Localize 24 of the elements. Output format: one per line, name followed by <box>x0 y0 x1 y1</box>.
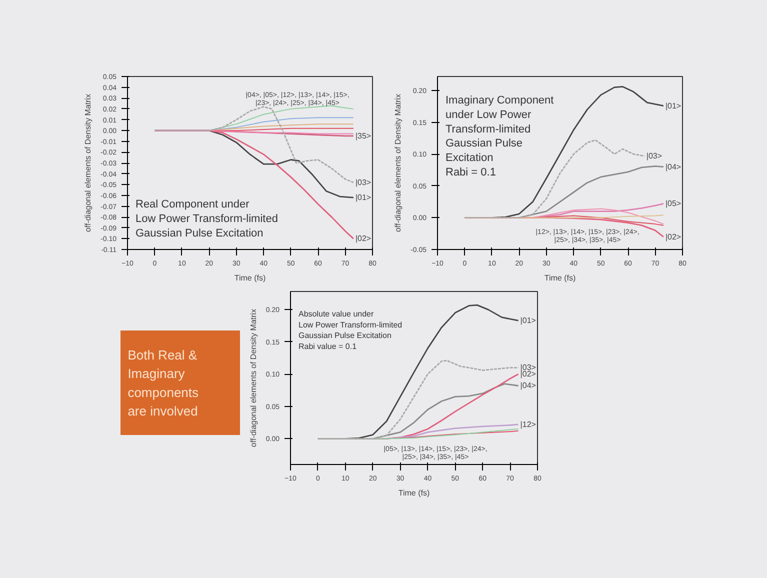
y-axis-title: off-diagonal elements of Density Matrix <box>84 94 93 232</box>
text: Both Real & Imaginary components are involved <box>128 347 200 419</box>
series-label: |05> <box>665 199 682 208</box>
series-label: |04> <box>665 162 682 172</box>
series-label: |04> <box>520 381 536 390</box>
series-label: |01> <box>355 193 372 202</box>
series-label: |02> <box>355 234 372 244</box>
series-label: |03> <box>520 363 536 372</box>
x-axis-title: Time (fs) <box>398 488 430 498</box>
annotation: Imaginary Component under Low Power Transform-limited Gaussian Pulse Excitation Rabi = 0.1 <box>446 94 554 178</box>
annotation: Absolute value under Low Power Transform-limited Gaussian Pulse Excitation Rabi value = 0.1 <box>298 310 402 351</box>
series-label: |12> <box>520 420 536 429</box>
y-axis-title: off-diagonal elements of Density Matrix <box>394 94 403 232</box>
x-axis-title: Time (fs) <box>234 274 266 282</box>
series-label: |01> <box>520 316 536 326</box>
series-label: |01> <box>665 101 682 110</box>
y-axis-title: off-diagonal elements of Density Matrix <box>248 308 258 448</box>
series-label: |02> <box>665 232 682 242</box>
series-label: |03> <box>646 152 662 161</box>
annotation: Real Component under Low Power Transform-limited Gaussian Pulse Excitation <box>136 198 278 240</box>
series-label: |35> <box>355 131 372 140</box>
series-label: |02> <box>520 370 536 379</box>
series-label: |03> <box>355 178 372 187</box>
x-axis-title: Time (fs) <box>544 274 576 282</box>
